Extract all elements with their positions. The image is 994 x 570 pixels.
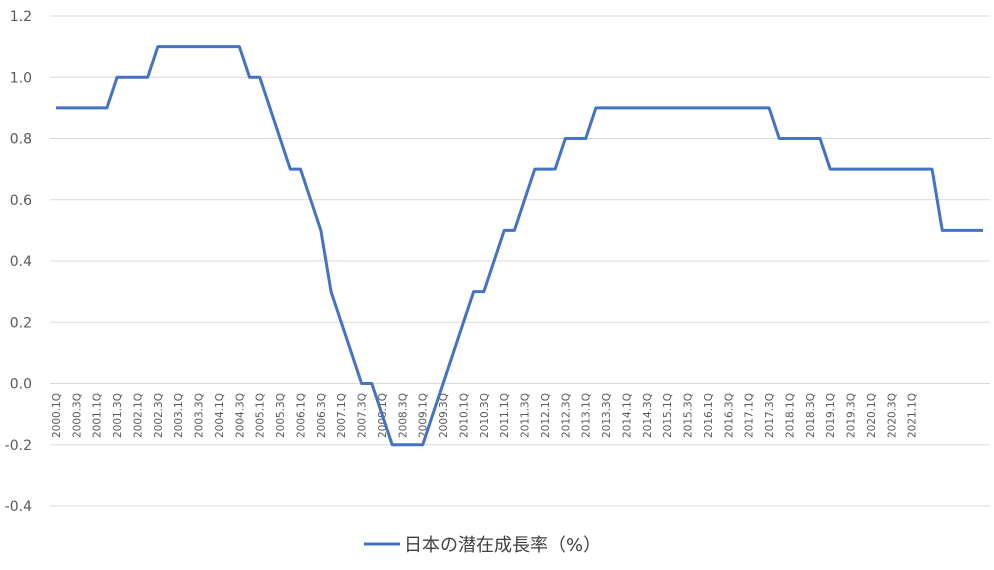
- x-tick-label: 2010.3Q: [479, 393, 491, 438]
- x-tick-label: 2018.1Q: [784, 393, 796, 438]
- x-tick-label: 2008.3Q: [397, 393, 409, 438]
- x-tick-label: 2002.3Q: [153, 393, 165, 438]
- legend: 日本の潜在成長率（%）: [364, 535, 601, 556]
- gridlines: [50, 15, 990, 507]
- x-tick-label: 2007.1Q: [336, 393, 348, 438]
- x-tick-label: 2012.1Q: [540, 393, 552, 438]
- x-tick-label: 2011.3Q: [520, 393, 532, 438]
- x-tick-label: 2000.1Q: [51, 393, 63, 438]
- x-tick-label: 2005.3Q: [275, 393, 287, 438]
- x-tick-label: 2016.1Q: [703, 393, 715, 438]
- x-tick-label: 2004.3Q: [234, 393, 246, 438]
- x-tick-label: 2017.1Q: [744, 393, 756, 438]
- series-line-0: [56, 45, 983, 447]
- x-tick-label: 2015.1Q: [662, 393, 674, 438]
- y-tick-label: -0.2: [5, 438, 32, 454]
- y-tick-label: 0.6: [10, 193, 32, 209]
- x-tick-label: 2001.3Q: [112, 393, 124, 438]
- x-tick-label: 2019.3Q: [846, 393, 858, 438]
- x-tick-label: 2021.1Q: [907, 393, 919, 438]
- x-tick-label: 2015.3Q: [683, 393, 695, 438]
- x-tick-label: 2014.1Q: [621, 393, 633, 438]
- x-tick-label: 2001.1Q: [92, 393, 104, 438]
- y-tick-label: 0.2: [10, 315, 32, 331]
- x-tick-label: 2006.1Q: [295, 393, 307, 438]
- x-tick-label: 2004.1Q: [214, 393, 226, 438]
- y-axis-ticks: 1.2 1.0 0.8 0.6 0.4 0.2 0.0 -0.2 -0.4: [5, 9, 32, 515]
- x-tick-label: 2000.3Q: [71, 393, 83, 438]
- y-tick-label: 0.8: [10, 132, 32, 148]
- legend-label: 日本の潜在成長率（%）: [404, 535, 601, 556]
- x-tick-label: 2003.1Q: [173, 393, 185, 438]
- x-tick-label: 2009.1Q: [418, 393, 430, 438]
- x-tick-label: 2014.3Q: [642, 393, 654, 438]
- y-tick-label: 0.0: [10, 377, 32, 393]
- x-tick-label: 2013.1Q: [581, 393, 593, 438]
- x-tick-label: 2003.3Q: [194, 393, 206, 438]
- x-tick-label: 2010.1Q: [458, 393, 470, 438]
- x-tick-label: 2018.3Q: [805, 393, 817, 438]
- x-tick-label: 2016.3Q: [723, 393, 735, 438]
- x-tick-label: 2005.1Q: [255, 393, 267, 438]
- x-tick-label: 2019.1Q: [825, 393, 837, 438]
- x-tick-label: 2020.3Q: [886, 393, 898, 438]
- x-tick-label: 2017.3Q: [764, 393, 776, 438]
- y-tick-label: -0.4: [5, 499, 32, 515]
- x-tick-label: 2011.1Q: [499, 393, 511, 438]
- y-tick-label: 0.4: [10, 254, 32, 270]
- x-tick-label: 2002.1Q: [132, 393, 144, 438]
- x-tick-label: 2007.3Q: [357, 393, 369, 438]
- y-tick-label: 1.0: [10, 70, 32, 86]
- x-tick-label: 2006.3Q: [316, 393, 328, 438]
- x-tick-label: 2020.1Q: [866, 393, 878, 438]
- x-tick-label: 2012.3Q: [560, 393, 572, 438]
- x-tick-label: 2013.3Q: [601, 393, 613, 438]
- x-tick-label: 2009.3Q: [438, 393, 450, 438]
- y-tick-label: 1.2: [10, 9, 32, 25]
- x-axis-ticks: 2000.1Q 2000.3Q 2001.1Q 2001.3Q 2002.1Q 2002.…: [51, 393, 919, 438]
- series-lines: [56, 45, 983, 447]
